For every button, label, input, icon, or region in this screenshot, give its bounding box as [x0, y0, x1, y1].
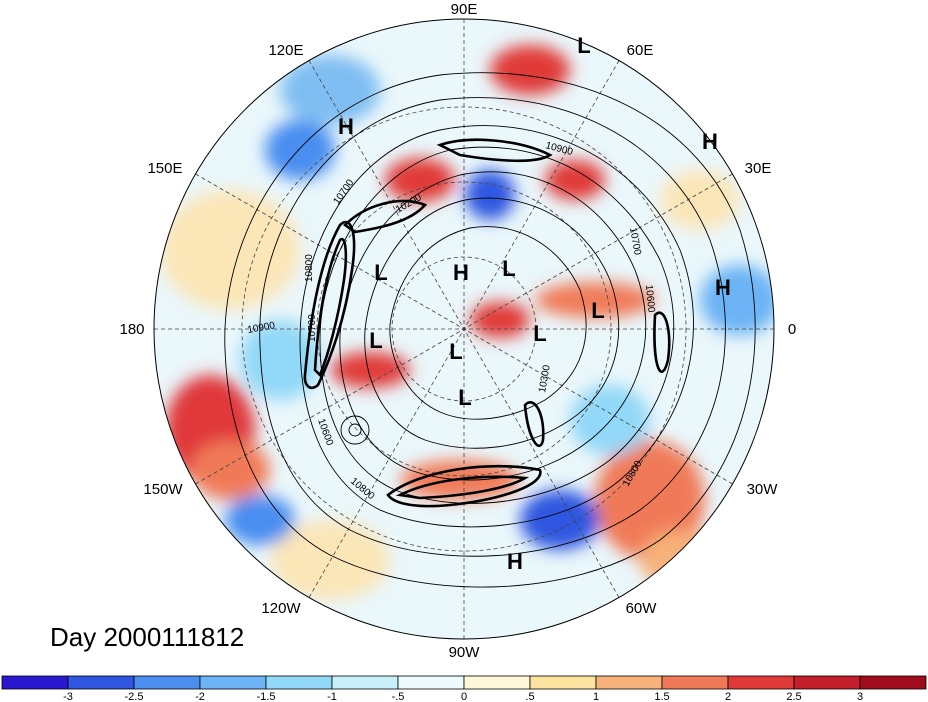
low-center-canada: L: [449, 339, 462, 364]
colorbar-tick-label: 2.5: [786, 691, 801, 702]
colorbar-tick-label: 2: [725, 691, 731, 702]
lon-label-30e: 30E: [745, 160, 772, 177]
longitude-labels: 90E 60E 30E 0 30W 60W 90W 120W 150W 180 …: [119, 1, 796, 661]
colorbar-swatch: [265, 675, 333, 690]
colorbar-tick-label: -1: [327, 691, 337, 702]
colorbar-swatch: [1, 675, 69, 690]
colorbar-tick-label: 1.5: [654, 691, 669, 702]
lon-label-150w: 150W: [143, 481, 183, 498]
colorbar-swatch: [793, 675, 861, 690]
lon-label-30w: 30W: [747, 481, 779, 498]
lon-label-120w: 120W: [261, 600, 301, 617]
lon-label-60w: 60W: [626, 600, 658, 617]
lon-label-180: 180: [119, 321, 144, 338]
colorbar-swatch: [199, 675, 267, 690]
low-center-left: L: [374, 260, 387, 285]
low-center-greenland: L: [458, 385, 471, 410]
colorbar-tick-label: 1: [593, 691, 599, 702]
high-center-right: H: [715, 275, 731, 300]
contour-label: 10800: [304, 254, 315, 282]
colorbar-tick-label: -1.5: [257, 691, 276, 702]
colorbar-swatch: [859, 675, 927, 690]
colorbar-swatch: [727, 675, 795, 690]
contour-label: 10700: [307, 314, 318, 342]
contour-label: 10700: [627, 227, 643, 257]
colorbar-swatch: [661, 675, 729, 690]
high-center-subtropical: H: [507, 549, 523, 574]
low-center-europe: L: [591, 298, 604, 323]
lon-label-0: 0: [788, 321, 796, 338]
high-center-upper-left: H: [338, 114, 354, 139]
graticule: [154, 19, 774, 639]
colorbar: -3 -2.5 -2 -1.5 -1 -.5 0 .5 1 1.5 2 2.5 3: [1, 675, 927, 702]
colorbar-tick-label: .5: [525, 691, 534, 702]
low-center-top: L: [577, 33, 590, 58]
colorbar-swatch: [67, 675, 135, 690]
low-center-pole-right: L: [502, 256, 515, 281]
day-label: Day 2000111812: [50, 622, 244, 652]
contour-label: 10900: [247, 320, 277, 336]
colorbar-tick-label: -2: [195, 691, 205, 702]
colorbar-tick-label: -2.5: [125, 691, 144, 702]
low-center-atlantic: L: [533, 321, 546, 346]
colorbar-swatch: [133, 675, 201, 690]
high-center-pole: H: [453, 260, 469, 285]
pressure-centers: L H H H L H L L L L L L H: [338, 33, 731, 574]
colorbar-swatch: [529, 675, 597, 690]
colorbar-tick-label: 0: [461, 691, 467, 702]
lon-label-60e: 60E: [627, 42, 654, 59]
lon-label-90w: 90W: [449, 644, 481, 661]
contour-label: 10600: [643, 284, 656, 313]
lon-label-120e: 120E: [268, 42, 303, 59]
map-border: [153, 18, 775, 640]
colorbar-tick-label: -.5: [392, 691, 405, 702]
colorbar-swatch: [463, 675, 531, 690]
low-center-pacific: L: [369, 328, 382, 353]
colorbar-swatch: [331, 675, 399, 690]
colorbar-tick-label: 3: [857, 691, 863, 702]
lon-label-90e: 90E: [451, 1, 478, 18]
high-center-upper-right: H: [702, 129, 718, 154]
colorbar-tick-label: -3: [63, 691, 73, 702]
contour-label: 10300: [537, 364, 553, 394]
jet-contours: [303, 138, 671, 508]
lon-label-150e: 150E: [147, 160, 182, 177]
colorbar-swatch: [595, 675, 663, 690]
colorbar-swatch: [397, 675, 465, 690]
